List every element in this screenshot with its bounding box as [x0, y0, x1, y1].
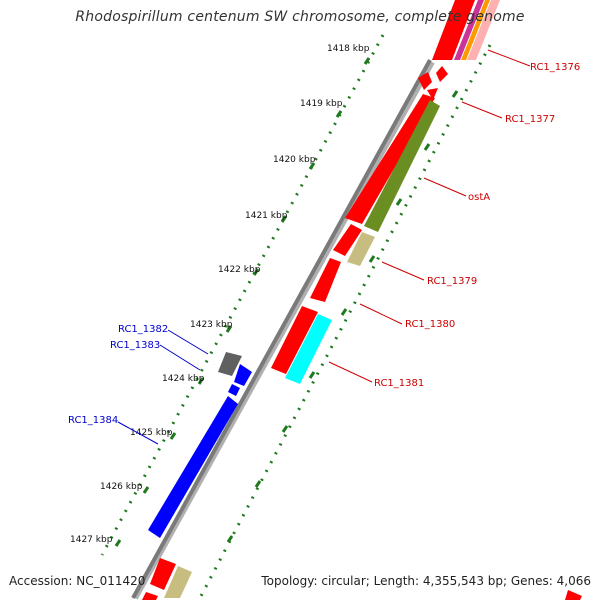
- tick-mark: [226, 535, 234, 543]
- gene-feature: [148, 396, 238, 538]
- gene-label: RC1_1377: [505, 114, 555, 125]
- tick-mark: [252, 268, 260, 276]
- tick-label: 1423 kbp: [190, 320, 233, 330]
- tick-label: 1420 kbp: [273, 155, 316, 165]
- tick-label: 1427 kbp: [70, 535, 113, 545]
- leader-line: [159, 344, 201, 371]
- gene-feature: [418, 72, 432, 90]
- gene-feature: [218, 352, 242, 376]
- gene-label: RC1_1379: [427, 276, 477, 287]
- ruler-line-inner: [198, 44, 492, 599]
- gene-feature: [461, 0, 490, 60]
- inner-tick-marks: [226, 33, 486, 543]
- accession-text: Accession: NC_011420: [9, 574, 146, 588]
- gene-feature: [310, 258, 341, 302]
- tick-label: 1424 kbp: [162, 374, 205, 384]
- tick-label: 1425 kbp: [130, 428, 173, 438]
- gene-feature: [432, 0, 475, 60]
- gene-label: RC1_1380: [405, 319, 455, 330]
- gene-feature: [436, 66, 448, 82]
- tick-mark: [340, 308, 348, 316]
- tick-mark: [142, 486, 150, 494]
- tick-mark: [368, 255, 376, 263]
- tick-mark: [254, 480, 262, 488]
- backbone: [131, 59, 432, 599]
- tick-mark: [280, 215, 288, 223]
- gene-label: ostA: [468, 192, 490, 203]
- tick-mark: [423, 143, 431, 151]
- tick-mark: [395, 198, 403, 206]
- leader-line: [461, 101, 503, 119]
- gene-feature: [347, 232, 375, 266]
- gene-label: RC1_1383: [110, 340, 160, 351]
- tick-mark: [335, 110, 343, 118]
- leader-line: [328, 361, 373, 383]
- tick-label: 1422 kbp: [218, 265, 261, 275]
- gene-feature: [150, 558, 176, 590]
- leader-line: [423, 177, 467, 197]
- tick-marks: [114, 57, 371, 547]
- gene-feature: [228, 384, 240, 396]
- page-title: Rhodospirillum centenum SW chromosome, c…: [75, 9, 525, 25]
- gene-label: RC1_1376: [530, 62, 580, 73]
- tick-label: 1426 kbp: [100, 482, 143, 492]
- gene-label: RC1_1384: [68, 415, 118, 426]
- gene-feature: [454, 0, 484, 60]
- leader-line: [487, 49, 531, 67]
- gene-feature: [271, 306, 318, 374]
- gene-feature: [565, 590, 582, 600]
- tick-mark: [451, 90, 459, 98]
- tick-mark: [363, 57, 371, 65]
- tick-mark: [308, 162, 316, 170]
- tick-mark: [114, 539, 122, 547]
- gene-feature: [364, 100, 440, 232]
- leader-line: [381, 261, 425, 281]
- leader-lines: [117, 49, 531, 445]
- tick-mark: [281, 425, 289, 433]
- tick-label: 1418 kbp: [327, 44, 370, 54]
- gene-feature: [142, 592, 158, 600]
- gene-feature: [285, 314, 332, 384]
- gene-feature: [427, 88, 438, 100]
- gene-label: RC1_1381: [374, 378, 424, 389]
- tick-label: 1419 kbp: [300, 99, 343, 109]
- gene-cluster-top: [418, 0, 500, 90]
- tick-label: 1421 kbp: [245, 211, 288, 221]
- gene-feature: [333, 224, 362, 256]
- tick-mark: [197, 377, 205, 385]
- gene-label: RC1_1382: [118, 324, 168, 335]
- tick-mark: [308, 371, 316, 379]
- genome-summary-text: Topology: circular; Length: 4,355,543 bp…: [261, 574, 591, 588]
- gene-feature: [164, 566, 192, 598]
- leader-line: [167, 329, 209, 355]
- leader-line: [359, 303, 403, 325]
- gene-feature: [234, 364, 252, 386]
- leader-line: [117, 421, 159, 445]
- gene-feature: [345, 94, 435, 224]
- tick-mark: [169, 432, 177, 440]
- tick-mark: [225, 325, 233, 333]
- gene-feature: [467, 0, 500, 60]
